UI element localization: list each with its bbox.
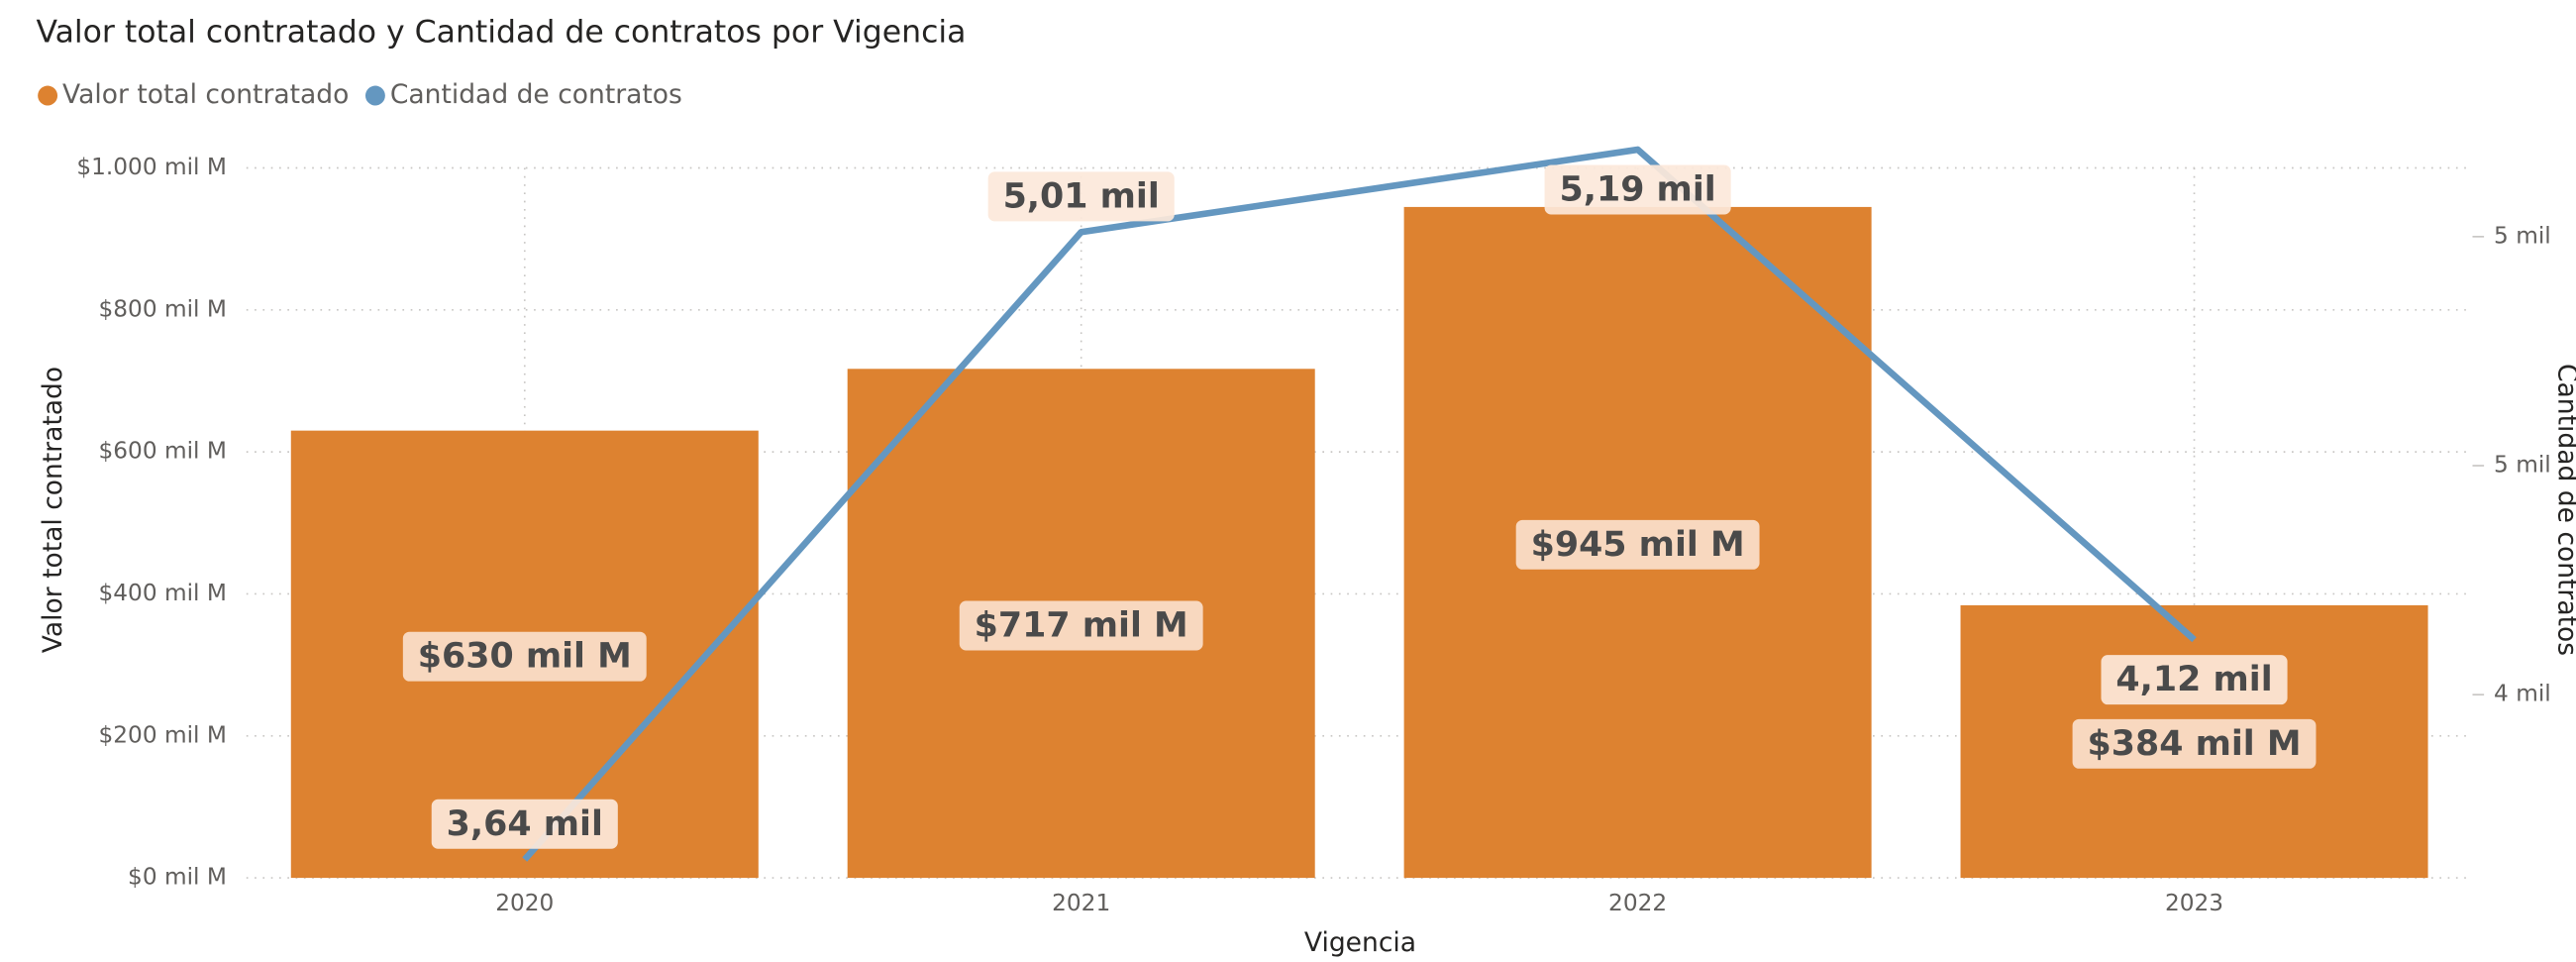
y2-axis-title: Cantidad de contratos (2552, 364, 2576, 656)
x-tick-label: 2023 (2165, 890, 2223, 916)
data-label-bg (2101, 655, 2288, 705)
y-tick-label: $400 mil M (99, 580, 227, 606)
line (522, 146, 2197, 862)
data-label-bg (402, 631, 647, 682)
data-label: 5,19 mil (1560, 169, 1716, 209)
data-label-bg (1515, 519, 1760, 570)
data-labels: $630 mil M $717 mil M $945 mil M $384 mil M… (402, 164, 2317, 849)
data-label-bg (431, 799, 618, 849)
y-tick-label: $1.000 mil M (76, 154, 227, 180)
x-tick-label: 2021 (1052, 890, 1110, 916)
legend-marker (38, 85, 58, 106)
y-axis-title: Valor total contratado (38, 367, 68, 653)
data-label-bg (959, 600, 1203, 651)
data-label-bg (987, 171, 1175, 222)
y2-tick-label: 4 mil (2494, 681, 2551, 707)
y2-tick-label: 5 mil (2494, 452, 2551, 479)
x-tick-label: 2022 (1608, 890, 1667, 916)
marks (290, 146, 2428, 879)
y-tick-label: $200 mil M (99, 721, 227, 748)
x-axis-title: Vigencia (1304, 927, 1416, 958)
legend-label: Valor total contratado (62, 79, 349, 110)
data-label: $630 mil M (418, 637, 632, 677)
legend-marker (364, 85, 385, 106)
data-label: $945 mil M (1531, 525, 1745, 565)
data-label: $384 mil M (2088, 724, 2302, 764)
y-tick-label: $800 mil M (99, 295, 227, 322)
data-label-bg (1544, 164, 1731, 215)
data-label-bg (2072, 718, 2317, 769)
legend-label: Cantidad de contratos (390, 79, 682, 110)
chart-title: Valor total contratado y Cantidad de con… (36, 14, 966, 50)
y2-tick-label: 5 mil (2494, 222, 2551, 249)
data-label: 4,12 mil (2115, 660, 2272, 699)
x-tick-label: 2020 (495, 890, 554, 916)
data-label: $717 mil M (975, 606, 1188, 646)
data-label: 3,64 mil (447, 804, 603, 844)
data-label: 5,01 mil (1003, 176, 1160, 216)
y-tick-label: $600 mil M (99, 438, 227, 465)
y-tick-label: $0 mil M (128, 864, 227, 891)
